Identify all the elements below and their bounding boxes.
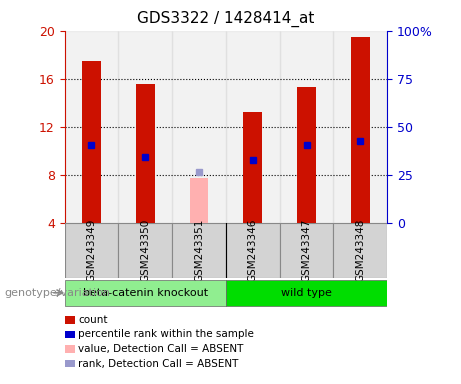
Bar (65, 223, 118, 278)
Text: count: count (78, 315, 108, 325)
Bar (333, 31, 387, 223)
Text: genotype/variation: genotype/variation (5, 288, 111, 298)
Text: GSM243350: GSM243350 (140, 219, 150, 282)
Bar (297, 87, 316, 223)
Text: wild type: wild type (281, 288, 332, 298)
Bar (351, 37, 370, 223)
Bar (226, 223, 280, 278)
Text: rank, Detection Call = ABSENT: rank, Detection Call = ABSENT (78, 359, 239, 369)
Bar (82, 61, 101, 223)
Bar (118, 31, 172, 223)
Bar (280, 223, 333, 278)
Title: GDS3322 / 1428414_at: GDS3322 / 1428414_at (137, 10, 314, 26)
Bar (280, 31, 333, 223)
Text: beta-catenin knockout: beta-catenin knockout (83, 288, 208, 298)
Text: GSM243347: GSM243347 (301, 219, 312, 282)
Bar (65, 31, 118, 223)
Bar (172, 31, 226, 223)
Text: GSM243346: GSM243346 (248, 219, 258, 282)
Text: GSM243348: GSM243348 (355, 219, 366, 282)
Bar (333, 223, 387, 278)
Bar (226, 280, 387, 306)
Bar (189, 178, 208, 223)
Bar (65, 280, 226, 306)
Text: GSM243351: GSM243351 (194, 219, 204, 282)
Text: value, Detection Call = ABSENT: value, Detection Call = ABSENT (78, 344, 244, 354)
Bar (136, 84, 154, 223)
Text: GSM243349: GSM243349 (86, 219, 96, 282)
Bar (226, 31, 280, 223)
Bar (118, 223, 172, 278)
Text: percentile rank within the sample: percentile rank within the sample (78, 329, 254, 339)
Bar (172, 223, 226, 278)
Bar (243, 113, 262, 223)
